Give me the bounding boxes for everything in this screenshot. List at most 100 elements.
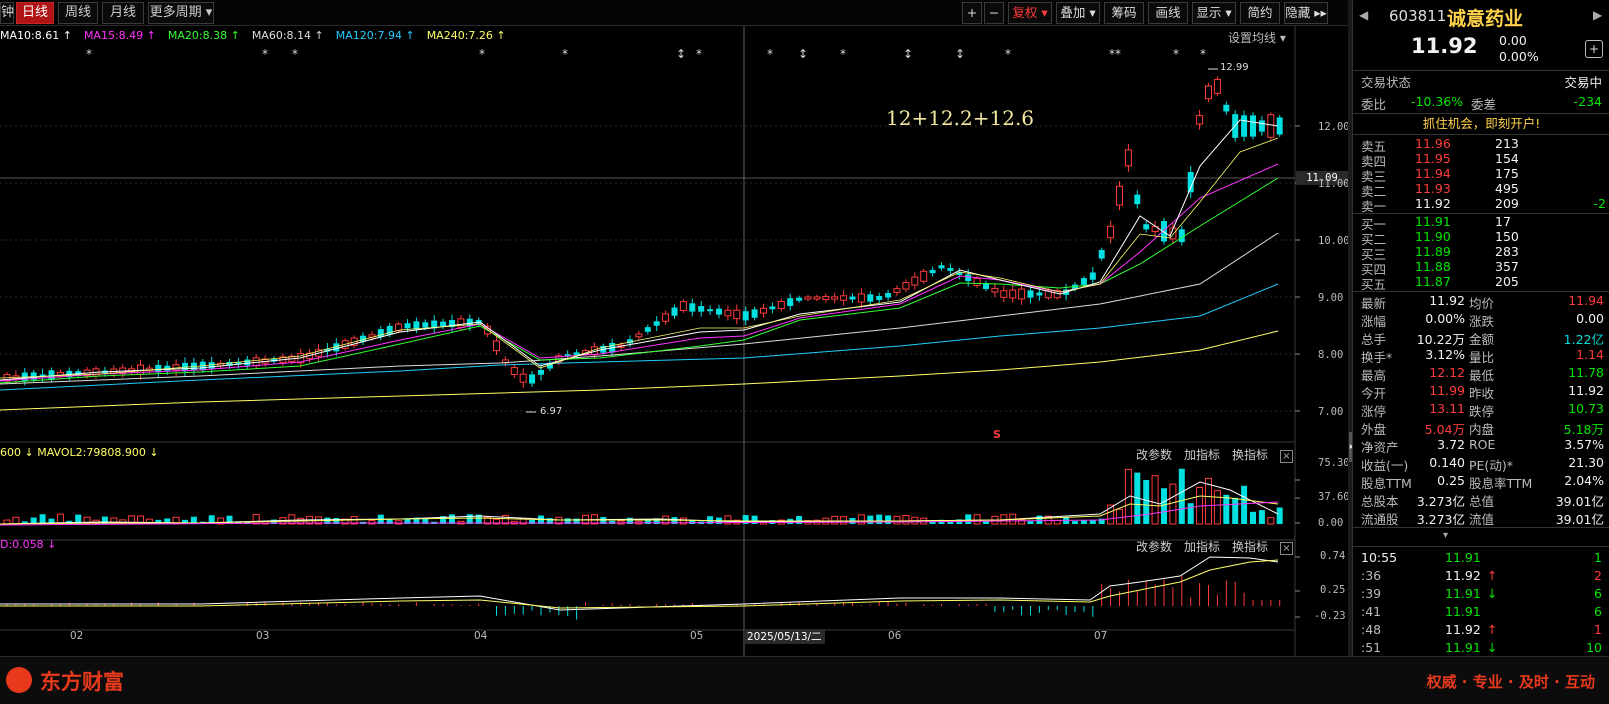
bid-row[interactable]: 买一 11.91 17 <box>1353 214 1609 232</box>
event-star-marker[interactable]: * <box>767 47 773 61</box>
bid-row[interactable]: 买四 11.88 357 <box>1353 259 1609 277</box>
ask-row[interactable]: 卖二 11.93 495 <box>1353 181 1609 199</box>
period-month-button[interactable]: 月线 <box>102 2 144 24</box>
bid-level-label: 买三 <box>1361 247 1387 262</box>
bid-price: 11.87 <box>1415 274 1451 289</box>
macd-panel-header: D:0.058 ↓ <box>0 538 56 554</box>
ask-row[interactable]: 卖三 11.94 175 <box>1353 166 1609 184</box>
quote-row: 最高 12.12 最低 11.78 <box>1353 365 1609 383</box>
event-pin-marker[interactable]: ↕ <box>676 47 687 61</box>
event-star-marker[interactable]: * <box>1173 47 1179 61</box>
volume-legend[interactable]: 600 ↓ MAVOL2:79808.900 ↓ <box>0 446 159 459</box>
draw-line-button[interactable]: 画线 <box>1148 2 1188 24</box>
brand-slogan: 权威 · 专业 · 及时 · 互动 <box>1426 673 1595 691</box>
event-star-marker[interactable]: * <box>1005 47 1011 61</box>
volume-bar <box>1161 488 1167 524</box>
candle-body <box>822 296 830 300</box>
candle-body <box>716 308 722 315</box>
switch-indicator-button[interactable]: 换指标 <box>1231 540 1268 554</box>
stock-code: 603811 <box>1389 7 1447 25</box>
candle-body <box>244 359 251 366</box>
candle-body <box>920 270 928 282</box>
close-icon[interactable]: × <box>1280 542 1293 555</box>
next-stock-arrow[interactable]: ▶ <box>1593 8 1603 22</box>
event-star-marker[interactable]: * <box>292 47 298 61</box>
zoom-in-button[interactable]: + <box>962 2 982 24</box>
chart-annotation[interactable]: 12+12.2+12.6 <box>886 106 1035 130</box>
overlay-dropdown[interactable]: 叠加 ▾ <box>1056 2 1100 24</box>
ma120-label[interactable]: MA120:7.94 ↑ <box>335 29 415 42</box>
event-star-marker[interactable]: * <box>86 47 92 61</box>
candle-body <box>831 296 839 300</box>
ma60-label[interactable]: MA60:8.14 ↑ <box>251 29 324 42</box>
change-params-button[interactable]: 改参数 <box>1135 448 1172 462</box>
open-account-promo[interactable]: 抓住机会，即刻开户! <box>1422 116 1541 131</box>
event-star-marker[interactable]: * <box>479 47 485 61</box>
ma20-label[interactable]: MA20:8.38 ↑ <box>167 29 240 42</box>
add-indicator-button[interactable]: 加指标 <box>1183 540 1220 554</box>
bid-row[interactable]: 买五 11.87 205 <box>1353 274 1609 292</box>
event-star-marker[interactable]: * <box>840 47 846 61</box>
ma15-label[interactable]: MA15:8.49 ↑ <box>83 29 156 42</box>
tick-volume: 6 <box>1594 604 1602 619</box>
volume-bar <box>226 515 233 524</box>
display-dropdown[interactable]: 显示 ▾ <box>1192 2 1236 24</box>
event-star-marker[interactable]: * <box>696 47 702 61</box>
event-star-marker[interactable]: * <box>262 47 268 61</box>
zoom-out-button[interactable]: − <box>984 2 1004 24</box>
ask-row[interactable]: 卖一 11.92 209 -2 <box>1353 196 1609 214</box>
event-pin-marker[interactable]: ↕ <box>955 47 966 61</box>
candle-body <box>137 364 144 375</box>
weicha-value: -234 <box>1573 94 1602 109</box>
more-periods-dropdown[interactable]: 更多周期 ▾ <box>148 2 214 24</box>
volume-bar <box>484 516 492 525</box>
candle-body <box>679 301 687 312</box>
volume-bar <box>368 520 376 525</box>
chips-button[interactable]: 筹码 <box>1104 2 1144 24</box>
period-week-button[interactable]: 周线 <box>58 2 98 24</box>
kline-chart[interactable] <box>0 26 1350 656</box>
candle-body <box>644 327 651 332</box>
candle-body <box>965 274 972 282</box>
event-pin-marker[interactable]: ↕ <box>798 47 809 61</box>
volume-bars <box>3 468 1283 525</box>
price-change-pct: 0.00% <box>1499 49 1539 64</box>
period-minute-button[interactable]: 钟 <box>0 2 14 24</box>
volume-bar <box>564 518 571 524</box>
change-params-button[interactable]: 改参数 <box>1135 540 1172 554</box>
macd-bars <box>6 575 1281 620</box>
event-markers: * * * * * ↕ * * ↕ * ↕ ↕ * ** * * <box>0 48 1290 62</box>
close-icon[interactable]: × <box>1280 450 1293 463</box>
prev-stock-arrow[interactable]: ◀ <box>1359 8 1369 22</box>
ask-row[interactable]: 卖五 11.96 213 <box>1353 136 1609 154</box>
macd-legend[interactable]: D:0.058 ↓ <box>0 538 57 551</box>
period-day-button[interactable]: 日线 <box>16 2 54 24</box>
event-star-marker[interactable]: * <box>1200 47 1206 61</box>
event-star-marker[interactable]: * <box>562 47 568 61</box>
date-axis: 02 03 04 05 06 07 2025/05/13/二 <box>0 629 1295 646</box>
last-price: 11.92 <box>1411 34 1478 58</box>
bid-row[interactable]: 买二 11.90 150 <box>1353 229 1609 247</box>
bid-row[interactable]: 买三 11.89 283 <box>1353 244 1609 262</box>
quote-label: 最低 <box>1469 368 1495 383</box>
add-watchlist-icon[interactable]: + <box>1585 40 1603 58</box>
ask-row[interactable]: 卖四 11.95 154 <box>1353 151 1609 169</box>
quote-row: 最新 11.92 均价 11.94 <box>1353 293 1609 311</box>
ma-settings-link[interactable]: 设置均线 ▾ <box>1228 31 1286 45</box>
volume-bar <box>1143 479 1150 524</box>
ma240-label[interactable]: MA240:7.26 ↑ <box>426 29 506 42</box>
switch-indicator-button[interactable]: 换指标 <box>1231 448 1268 462</box>
adjust-dropdown[interactable]: 复权 ▾ <box>1008 2 1052 24</box>
expand-arrow-icon[interactable]: ▾ <box>1443 530 1449 541</box>
candle-body <box>724 309 732 317</box>
hide-panel-button[interactable]: 隐藏 ▸▸ <box>1284 2 1328 24</box>
dividend-marker[interactable]: S <box>993 428 1001 441</box>
event-pin-marker[interactable]: ↕ <box>903 47 914 61</box>
volume-bar <box>501 514 509 525</box>
volume-bar <box>1169 483 1177 525</box>
add-indicator-button[interactable]: 加指标 <box>1183 448 1220 462</box>
tick-volume: 6 <box>1594 586 1602 601</box>
event-star-marker[interactable]: ** <box>1109 47 1121 61</box>
ma10-label[interactable]: MA10:8.61 ↑ <box>0 29 72 42</box>
simple-mode-button[interactable]: 简约 <box>1240 2 1280 24</box>
